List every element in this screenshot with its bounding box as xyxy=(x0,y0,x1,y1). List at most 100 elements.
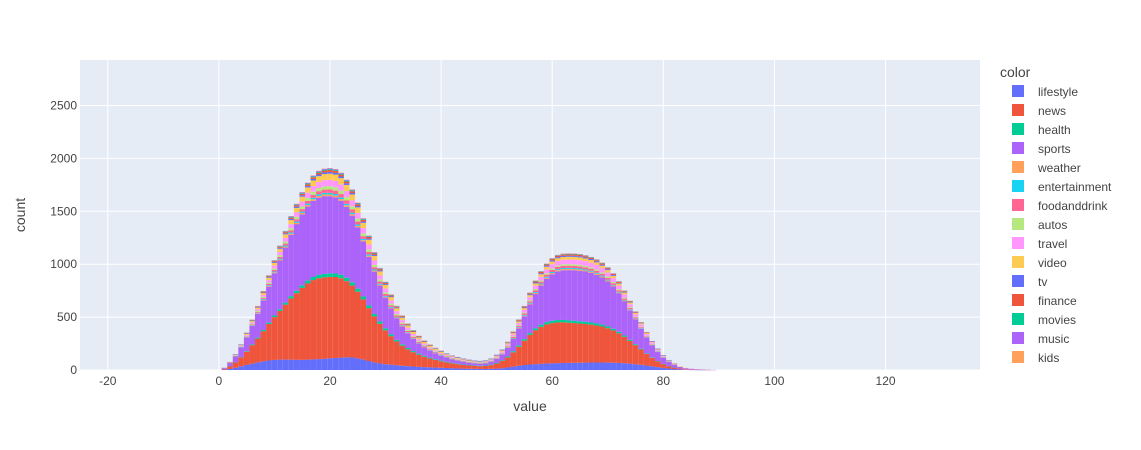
bar-foodanddrink xyxy=(338,194,344,198)
legend-label-entertainment[interactable]: entertainment xyxy=(1038,180,1112,194)
legend-swatch-tv[interactable] xyxy=(1012,275,1024,287)
bar-music xyxy=(316,170,322,172)
legend-swatch-travel[interactable] xyxy=(1012,237,1024,249)
legend-swatch-autos[interactable] xyxy=(1012,218,1024,230)
bar-foodanddrink xyxy=(543,274,550,277)
bar-entertainment xyxy=(566,267,572,269)
bar-sports xyxy=(438,355,444,361)
bar-movies xyxy=(316,171,322,173)
bar-video xyxy=(505,343,511,345)
bar-movies xyxy=(305,183,311,185)
bar-entertainment xyxy=(588,270,594,272)
bar-entertainment xyxy=(277,258,283,260)
bar-foodanddrink xyxy=(516,325,522,328)
legend-label-kids[interactable]: kids xyxy=(1038,351,1059,365)
legend-swatch-entertainment[interactable] xyxy=(1012,180,1024,192)
bar-music xyxy=(377,268,383,269)
bar-video xyxy=(288,220,294,225)
bar-finance xyxy=(405,324,411,325)
bar-health xyxy=(305,280,311,284)
bar-video xyxy=(582,258,589,262)
bar-sports xyxy=(288,234,294,297)
bar-lifestyle xyxy=(510,366,517,370)
legend-swatch-finance[interactable] xyxy=(1012,294,1024,306)
legend-swatch-music[interactable] xyxy=(1012,332,1024,344)
bar-weather xyxy=(599,276,605,278)
bar-video xyxy=(577,257,583,261)
bar-foodanddrink xyxy=(616,290,622,292)
bar-tv xyxy=(305,185,311,188)
bar-health xyxy=(416,353,422,355)
bar-tv xyxy=(510,332,517,334)
legend-label-video[interactable]: video xyxy=(1038,256,1067,270)
bar-weather xyxy=(310,199,317,201)
legend-swatch-movies[interactable] xyxy=(1012,313,1024,325)
bar-health xyxy=(266,322,272,324)
legend-label-tv[interactable]: tv xyxy=(1038,275,1047,289)
bar-news xyxy=(421,356,428,368)
bar-news xyxy=(582,323,589,363)
bar-news xyxy=(555,322,561,364)
legend-swatch-lifestyle[interactable] xyxy=(1012,85,1024,97)
bar-tv xyxy=(527,294,533,296)
bar-tv xyxy=(282,233,289,235)
legend-swatch-sports[interactable] xyxy=(1012,142,1024,154)
bar-video xyxy=(243,333,250,335)
bar-travel xyxy=(593,264,600,270)
bar-travel xyxy=(610,278,617,282)
bar-travel xyxy=(243,334,250,336)
legend-label-autos[interactable]: autos xyxy=(1038,218,1067,232)
bar-weather xyxy=(349,214,355,216)
legend-swatch-kids[interactable] xyxy=(1012,351,1024,363)
bar-movies xyxy=(293,204,300,206)
bar-lifestyle xyxy=(277,359,283,370)
legend-label-travel[interactable]: travel xyxy=(1038,237,1067,251)
legend-label-movies[interactable]: movies xyxy=(1038,313,1076,327)
bar-foodanddrink xyxy=(577,266,583,269)
bar-foodanddrink xyxy=(527,301,533,303)
bar-travel xyxy=(466,361,472,362)
bar-weather xyxy=(577,269,583,271)
legend-label-foodanddrink[interactable]: foodanddrink xyxy=(1038,199,1108,213)
bar-movies xyxy=(377,268,383,270)
bar-sports xyxy=(627,310,633,340)
legend-label-music[interactable]: music xyxy=(1038,332,1069,346)
bar-sports xyxy=(282,247,289,303)
legend-swatch-foodanddrink[interactable] xyxy=(1012,199,1024,211)
bar-sports xyxy=(471,363,478,366)
bar-tv xyxy=(316,174,322,177)
bar-travel xyxy=(393,311,400,314)
bar-foodanddrink xyxy=(377,281,383,284)
bar-video xyxy=(455,357,461,359)
bar-news xyxy=(371,316,378,363)
legend-swatch-weather[interactable] xyxy=(1012,161,1024,173)
bar-sports xyxy=(682,368,689,370)
legend-label-health[interactable]: health xyxy=(1038,123,1071,137)
bar-music xyxy=(310,175,317,177)
legend-swatch-health[interactable] xyxy=(1012,123,1024,135)
bar-foodanddrink xyxy=(605,277,611,280)
bar-health xyxy=(566,320,572,323)
bar-lifestyle xyxy=(538,363,544,370)
bar-video xyxy=(388,297,394,301)
bar-sports xyxy=(516,328,522,346)
bar-sports xyxy=(355,227,361,289)
bar-video xyxy=(305,187,311,193)
legend-swatch-news[interactable] xyxy=(1012,104,1024,116)
bar-travel xyxy=(427,347,433,349)
bar-weather xyxy=(555,270,561,272)
legend-label-lifestyle[interactable]: lifestyle xyxy=(1038,85,1078,99)
bar-health xyxy=(543,322,550,325)
bar-news xyxy=(305,283,311,360)
bar-video xyxy=(488,359,494,360)
legend-label-weather[interactable]: weather xyxy=(1037,161,1081,175)
bar-finance xyxy=(305,184,311,186)
bar-lifestyle xyxy=(293,359,300,370)
legend-label-news[interactable]: news xyxy=(1038,104,1066,118)
legend-label-finance[interactable]: finance xyxy=(1038,294,1077,308)
legend-swatch-video[interactable] xyxy=(1012,256,1024,268)
legend-label-sports[interactable]: sports xyxy=(1038,142,1071,156)
bar-video xyxy=(593,262,600,265)
bar-news xyxy=(227,366,233,369)
